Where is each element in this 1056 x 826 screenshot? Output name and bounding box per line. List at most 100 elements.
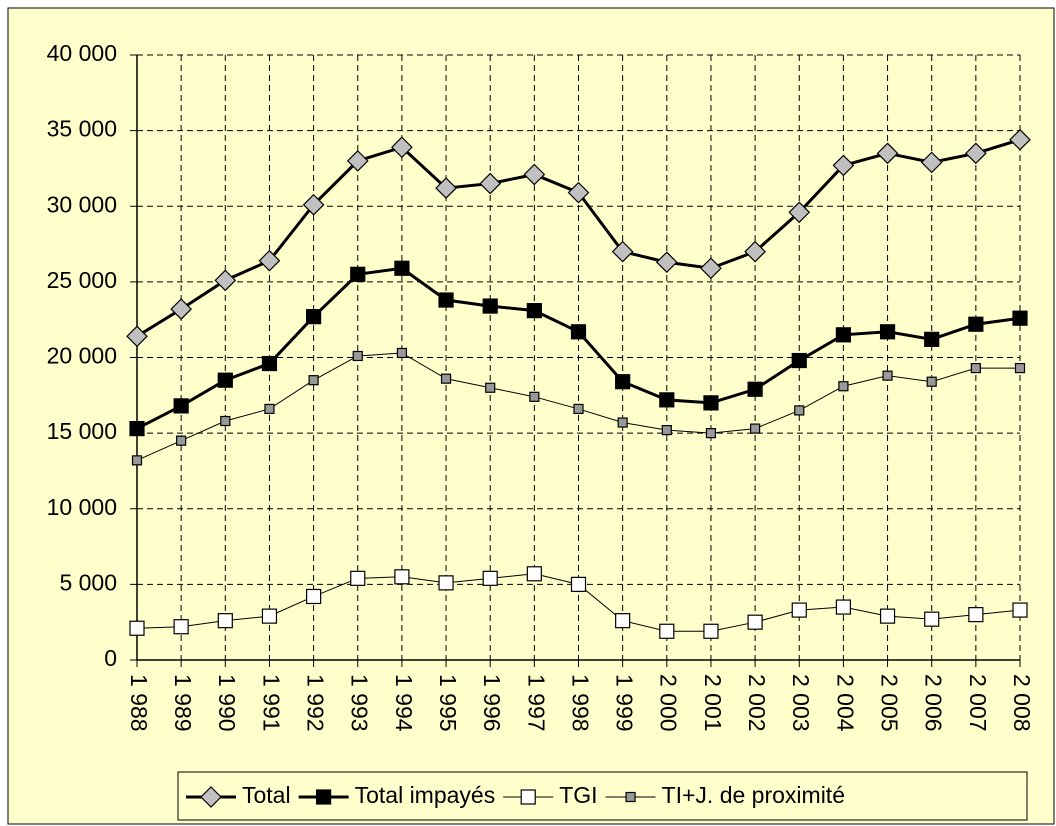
marker [170,298,192,320]
marker [615,374,631,390]
marker [435,177,457,199]
x-tick-label: 1 994 [391,674,417,732]
x-tick-label: 1 989 [170,674,196,732]
marker [791,602,807,618]
marker [703,623,719,639]
marker [1012,602,1028,618]
y-tick-label: 20 000 [47,343,117,369]
marker [176,435,187,446]
marker [659,392,675,408]
marker [924,611,940,627]
marker [302,193,325,216]
x-tick-label: 1 993 [347,674,373,732]
y-tick-label: 30 000 [47,191,117,217]
x-tick-label: 2 005 [876,674,902,732]
y-tick-label: 40 000 [47,40,117,66]
marker [617,417,628,428]
x-tick-label: 1 999 [612,674,638,732]
marker [926,376,937,387]
marker [788,201,811,224]
marker [306,309,322,325]
x-tick-label: 2 008 [1009,674,1035,732]
marker [791,352,807,369]
legend: Total Total impayés TGI TI+J. de proximité [177,771,1028,821]
marker [173,619,189,635]
marker [523,163,546,186]
marker [264,403,275,415]
marker [350,570,366,586]
x-tick-label: 1 997 [523,674,549,732]
marker [482,570,498,586]
marker [876,142,899,165]
marker [440,373,452,384]
x-tick-label: 2 000 [656,674,682,732]
legend-label: TGI [559,782,597,808]
marker [700,257,722,280]
marker [173,398,189,414]
x-tick-label: 2 006 [921,674,947,732]
marker [794,405,805,416]
marker [965,142,987,165]
marker [1009,128,1031,151]
legend-marker [520,789,536,805]
marker [920,151,943,174]
x-tick-label: 2 001 [700,674,726,732]
marker [217,613,233,629]
marker [570,324,587,340]
marker [526,303,542,319]
marker [258,249,281,272]
marker [970,362,981,374]
y-tick-label: 25 000 [47,267,117,293]
marker [261,355,278,372]
marker [129,620,145,636]
marker [126,325,148,348]
marker [129,420,145,437]
marker [526,566,542,582]
x-tick-label: 1 996 [479,674,505,732]
marker [924,331,940,347]
marker [968,607,984,623]
legend-marker [625,791,636,803]
x-tick-label: 2 002 [744,674,770,732]
marker [261,608,278,624]
marker [570,576,587,592]
marker [655,251,678,274]
marker [882,370,893,381]
marker [482,298,498,314]
marker [479,172,502,195]
y-tick-label: 5 000 [59,569,117,595]
y-tick-label: 15 000 [47,418,117,444]
chart-area [7,7,1055,825]
marker [396,347,407,359]
marker [485,382,496,393]
marker [438,575,454,591]
y-tick-label: 10 000 [47,494,117,520]
marker [391,136,413,159]
marker [749,423,761,434]
marker [352,350,363,362]
marker [838,381,849,392]
marker [703,395,719,411]
legend-label: TI+J. de proximité [662,782,845,808]
legend-label: Total impayés [355,782,496,808]
marker [220,415,231,427]
marker [350,266,366,282]
marker [744,240,766,263]
marker [306,588,322,605]
marker [1014,362,1026,374]
legend-marker [315,789,332,805]
marker [832,154,855,177]
marker [747,614,763,630]
marker [835,599,852,615]
marker [611,240,634,263]
x-tick-label: 1 992 [303,674,329,732]
marker [573,403,584,415]
marker [214,269,237,292]
x-tick-label: 1 995 [435,674,461,732]
marker [567,181,590,204]
marker [659,623,675,639]
legend-label: Total [242,782,291,808]
marker [394,260,410,276]
marker [747,381,763,397]
